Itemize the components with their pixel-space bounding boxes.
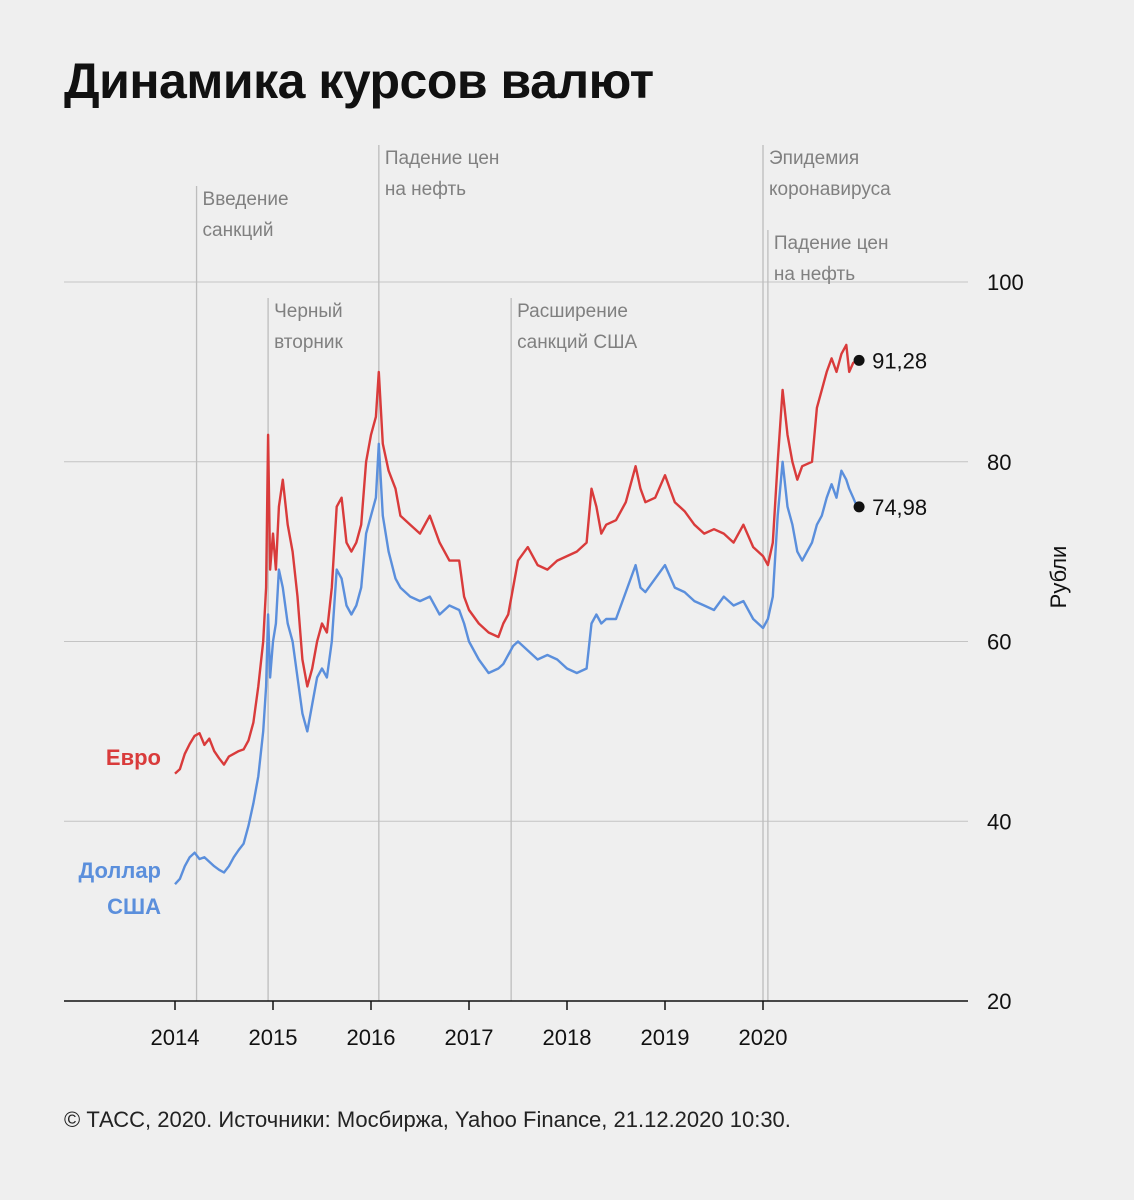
annotation-0-line-1: санкций [203, 220, 274, 241]
annotation-4-line-0: Эпидемия [769, 148, 859, 169]
x-tick-2017: 2017 [445, 1025, 494, 1050]
annotation-0-line-0: Введение [203, 189, 289, 210]
end-dot-euro [853, 354, 865, 366]
x-tick-2019: 2019 [641, 1025, 690, 1050]
y-axis-ticks: 20 40 60 80 100 [987, 270, 1024, 1014]
series-line-usd [174, 442, 859, 886]
series-label-euro: Евро [106, 745, 161, 770]
end-label-usd: 74,98 [872, 495, 927, 520]
series-lines [174, 343, 859, 886]
series-line-euro [174, 343, 858, 775]
annotation-2-line-0: Падение цен [385, 148, 500, 169]
x-tick-2015: 2015 [249, 1025, 298, 1050]
annotation-5-line-0: Падение цен [774, 233, 889, 254]
series-label-usd-line2: США [107, 894, 161, 919]
y-axis-label: Рубли [1046, 546, 1071, 609]
y-tick-80: 80 [987, 450, 1011, 475]
annotation-2-line-1: на нефть [385, 179, 466, 200]
annotation-3-line-1: санкций США [517, 332, 637, 353]
annotation-labels: Введение санкций Черный вторник Падение цен н… [203, 148, 892, 353]
y-tick-20: 20 [987, 989, 1011, 1014]
annotation-4-line-1: коронавируса [769, 179, 891, 200]
x-tick-2020: 2020 [739, 1025, 788, 1050]
x-tick-2016: 2016 [347, 1025, 396, 1050]
series-label-usd-line1: Доллар [79, 858, 161, 883]
y-tick-100: 100 [987, 270, 1024, 295]
annotation-lines [195, 145, 769, 1001]
annotation-5-line-1: на нефть [774, 264, 855, 285]
x-tick-2014: 2014 [151, 1025, 200, 1050]
x-axis-ticks: 2014 2015 2016 2017 2018 2019 2020 [151, 1001, 788, 1050]
end-label-euro: 91,28 [872, 348, 927, 373]
grid-lines [64, 281, 968, 822]
chart-title: Динамика курсов валют [64, 53, 654, 109]
annotation-1-line-0: Черный [274, 301, 343, 322]
end-dot-usd [853, 501, 865, 513]
x-tick-2018: 2018 [543, 1025, 592, 1050]
annotation-3-line-0: Расширение [517, 301, 628, 322]
annotation-1-line-1: вторник [274, 332, 343, 353]
y-tick-40: 40 [987, 809, 1011, 834]
y-tick-60: 60 [987, 630, 1011, 655]
source-footer: © ТАСС, 2020. Источники: Мосбиржа, Yahoo… [64, 1107, 791, 1132]
end-markers: 91,28 74,98 [853, 348, 927, 520]
